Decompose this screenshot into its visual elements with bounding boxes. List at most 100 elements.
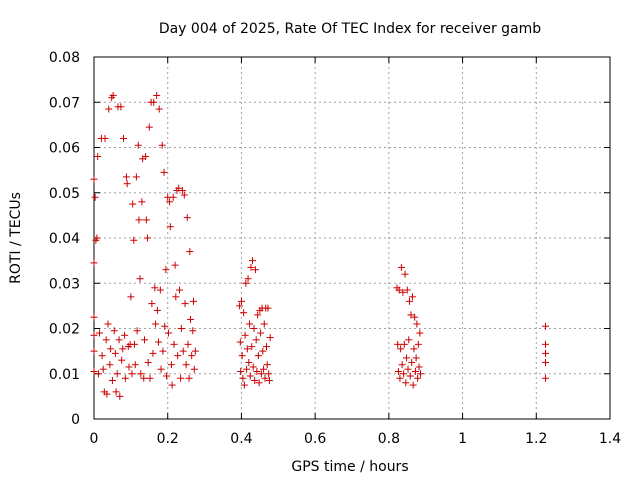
data-point	[189, 327, 197, 335]
data-point	[116, 392, 124, 400]
y-tick-label: 0.06	[49, 141, 80, 157]
data-point	[153, 306, 161, 314]
data-point	[129, 200, 137, 208]
data-point	[119, 345, 127, 353]
data-point	[542, 340, 549, 348]
data-point	[133, 327, 141, 335]
data-point	[542, 322, 549, 330]
data-point	[172, 293, 180, 301]
data-point	[410, 345, 418, 353]
data-point	[105, 105, 113, 113]
y-tick-label: 0.08	[49, 50, 80, 66]
data-point	[394, 340, 402, 348]
data-point	[167, 361, 175, 369]
data-point	[103, 390, 111, 398]
data-point	[542, 349, 549, 357]
data-point	[190, 297, 198, 305]
data-point	[121, 374, 129, 382]
data-point	[257, 370, 265, 378]
x-tick-label: 0.2	[157, 431, 179, 447]
data-point	[146, 374, 154, 382]
data-point	[104, 320, 112, 328]
data-point	[162, 266, 170, 274]
data-point	[265, 377, 273, 385]
data-point	[397, 345, 405, 353]
data-point	[170, 340, 178, 348]
data-point	[145, 123, 153, 131]
data-point	[411, 367, 419, 375]
data-point	[264, 304, 272, 312]
data-point	[176, 286, 184, 294]
data-point	[107, 345, 115, 353]
data-point	[166, 223, 174, 231]
data-point	[248, 257, 256, 265]
data-point	[90, 367, 98, 375]
data-point	[136, 275, 144, 283]
x-tick-label: 0.8	[378, 431, 400, 447]
data-point	[152, 320, 160, 328]
data-point	[186, 248, 194, 256]
data-point	[250, 325, 258, 332]
data-point	[117, 103, 125, 111]
data-point	[132, 173, 140, 181]
data-point	[414, 340, 422, 348]
data-point	[138, 198, 146, 206]
data-point	[93, 234, 101, 242]
data-point	[242, 279, 250, 287]
data-point	[127, 293, 135, 301]
data-point	[406, 372, 414, 380]
data-point	[237, 367, 245, 375]
data-point	[398, 361, 406, 369]
data-point	[99, 365, 107, 373]
y-tick-label: 0.05	[49, 186, 80, 202]
data-point	[140, 374, 148, 382]
data-point	[156, 286, 164, 294]
data-point	[177, 374, 185, 382]
data-point	[408, 293, 416, 301]
data-point	[185, 374, 193, 382]
data-point	[174, 352, 182, 360]
y-axis-title: ROTI / TECUs	[8, 192, 24, 284]
data-point	[109, 91, 117, 99]
data-point	[247, 263, 255, 271]
x-tick-label: 1	[458, 431, 467, 447]
data-point	[142, 153, 150, 161]
data-point	[190, 365, 198, 373]
data-point	[400, 370, 408, 378]
data-point	[261, 374, 269, 382]
data-point	[155, 105, 163, 113]
y-tick-label: 0.07	[49, 95, 80, 111]
data-point	[263, 361, 271, 369]
data-point	[157, 365, 165, 373]
data-point	[266, 334, 274, 342]
data-point	[166, 198, 174, 206]
data-point	[150, 98, 158, 106]
data-point	[188, 352, 196, 360]
data-point	[179, 347, 187, 355]
data-point	[239, 374, 247, 382]
data-point	[131, 340, 139, 348]
data-points	[90, 91, 549, 400]
data-point	[98, 352, 106, 360]
data-point	[252, 336, 260, 344]
data-point	[253, 367, 261, 375]
data-point	[396, 374, 404, 382]
data-point	[414, 374, 422, 382]
data-point	[108, 377, 116, 385]
data-point	[168, 381, 176, 389]
data-point	[244, 275, 252, 283]
data-point	[137, 370, 145, 378]
data-point	[409, 381, 417, 389]
data-point	[254, 352, 262, 360]
data-point	[405, 297, 413, 305]
data-point	[155, 338, 162, 346]
data-point	[412, 354, 420, 362]
data-point	[407, 311, 415, 319]
data-point	[112, 388, 120, 396]
data-point	[182, 361, 190, 369]
data-point	[249, 363, 257, 371]
data-point	[140, 336, 148, 344]
x-tick-label: 0.4	[230, 431, 252, 447]
data-point	[90, 259, 98, 267]
data-point	[125, 363, 133, 371]
